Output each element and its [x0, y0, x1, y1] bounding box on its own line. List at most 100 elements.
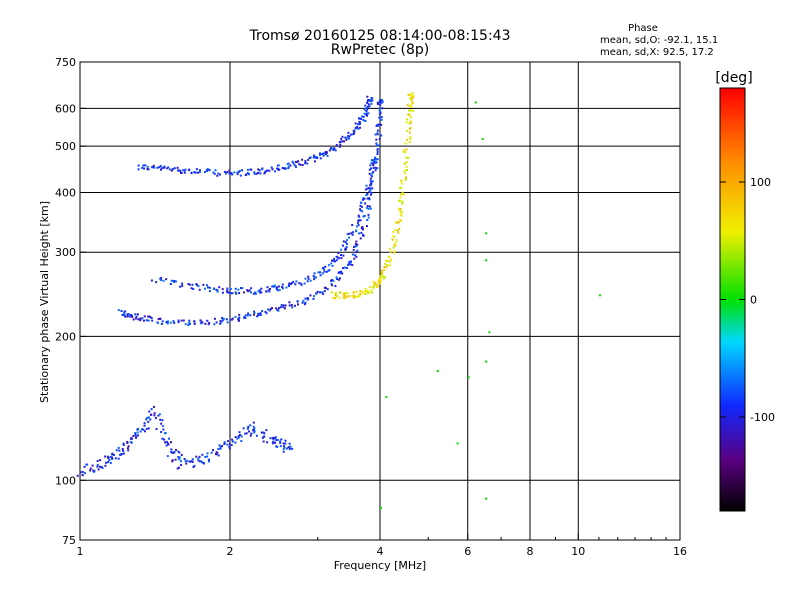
data-point [403, 172, 406, 175]
data-point [168, 437, 170, 440]
data-point [356, 249, 359, 252]
data-point [366, 101, 369, 104]
data-point [400, 182, 403, 185]
data-point [333, 259, 335, 262]
data-point [366, 219, 369, 221]
data-point [111, 452, 114, 455]
data-point [212, 288, 215, 290]
data-point [238, 316, 241, 319]
data-point [372, 171, 375, 173]
data-point [339, 143, 342, 146]
data-point [182, 319, 185, 322]
data-point [274, 170, 276, 173]
data-point [405, 156, 408, 159]
data-point [474, 101, 477, 104]
data-point [324, 265, 327, 268]
data-point [411, 96, 414, 99]
data-point [322, 268, 325, 271]
data-point [297, 160, 300, 163]
data-point [261, 310, 264, 313]
data-point [145, 427, 148, 430]
data-point [208, 321, 211, 324]
data-point [280, 438, 283, 441]
data-point [248, 430, 250, 433]
data-point [410, 103, 413, 106]
data-point [132, 318, 135, 321]
data-point [369, 177, 372, 180]
data-point [258, 289, 261, 292]
data-point [253, 172, 256, 175]
data-point [354, 254, 357, 257]
data-point [284, 439, 287, 442]
data-point [385, 259, 388, 262]
data-point [345, 296, 348, 299]
data-point [89, 469, 92, 472]
data-point [381, 272, 384, 275]
data-point [361, 210, 364, 213]
data-point [259, 312, 262, 315]
data-point [246, 314, 249, 317]
data-point [191, 458, 194, 461]
data-point [237, 436, 240, 439]
data-point [293, 164, 296, 167]
data-point [100, 465, 103, 468]
data-point [248, 173, 250, 176]
data-point [370, 167, 372, 170]
data-point [301, 301, 304, 304]
data-point [117, 457, 120, 460]
data-point [399, 213, 402, 216]
data-point [136, 431, 139, 434]
data-point [346, 233, 349, 236]
data-point [323, 286, 326, 289]
data-point [378, 101, 381, 104]
data-point [261, 168, 264, 171]
data-point [355, 225, 358, 228]
data-point [208, 460, 210, 463]
data-point [241, 169, 244, 172]
data-point [188, 168, 191, 171]
data-point [137, 318, 140, 321]
data-point [347, 131, 350, 134]
grid-lines [80, 62, 680, 540]
data-point [313, 278, 316, 281]
data-point [122, 444, 125, 446]
data-point [365, 112, 368, 115]
data-point [278, 307, 280, 310]
data-point [408, 127, 411, 130]
data-point [356, 221, 359, 224]
data-point [365, 184, 368, 187]
data-point [199, 322, 202, 325]
data-point [408, 94, 411, 97]
data-point [201, 321, 204, 324]
data-point [178, 466, 180, 469]
data-point [402, 150, 405, 153]
data-point [361, 291, 364, 294]
data-point [76, 474, 79, 477]
data-point [178, 456, 181, 459]
data-point [226, 321, 229, 324]
data-point [361, 228, 364, 231]
data-point [400, 193, 403, 196]
data-point [376, 151, 379, 153]
data-point [246, 172, 249, 175]
data-point [181, 282, 184, 285]
data-point [230, 318, 233, 321]
data-point [194, 171, 197, 174]
data-point [271, 285, 274, 288]
data-point [400, 214, 403, 217]
data-point [234, 291, 237, 294]
data-point [180, 464, 183, 466]
data-point [410, 109, 412, 112]
data-point [260, 287, 263, 290]
data-point [340, 270, 343, 273]
data-point [204, 287, 206, 290]
data-point [481, 138, 484, 140]
data-point [150, 317, 153, 319]
data-point [303, 282, 306, 285]
data-point [146, 416, 149, 419]
data-point [127, 445, 130, 448]
data-point [196, 284, 199, 287]
data-point [376, 101, 379, 104]
data-point [201, 461, 203, 464]
data-point [322, 154, 325, 157]
